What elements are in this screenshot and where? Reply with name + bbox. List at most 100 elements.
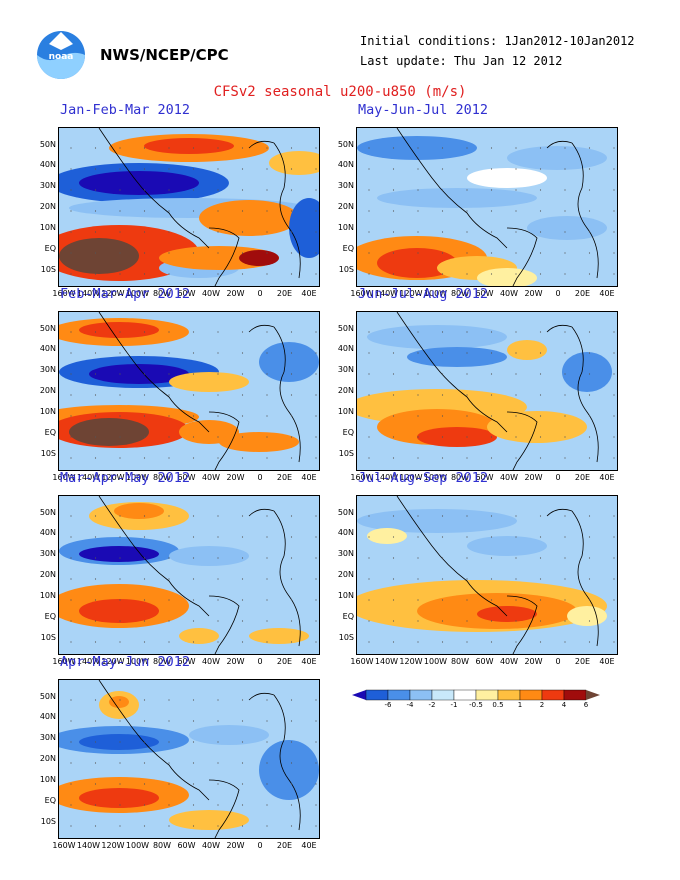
map-panel — [356, 311, 618, 471]
coastline-south-america — [208, 779, 240, 838]
contour-region — [527, 216, 607, 240]
map-panel — [58, 495, 320, 655]
panel-title: Jul-Aug-Sep 2012 — [358, 470, 489, 486]
lon-label: 0 — [257, 473, 263, 482]
lon-label: 20W — [226, 657, 245, 666]
coastline-europe — [248, 324, 275, 333]
legend-swatch — [497, 689, 521, 701]
lat-label: 40N — [337, 528, 354, 537]
contour-region — [79, 734, 159, 750]
contour-region — [467, 536, 547, 556]
lon-label: 120W — [399, 473, 423, 482]
map-panel — [58, 679, 320, 839]
lat-label: 10S — [338, 449, 354, 458]
legend-swatch — [409, 689, 433, 701]
lon-label: 0 — [555, 657, 561, 666]
coastline-europe — [248, 140, 275, 149]
map-panel — [58, 311, 320, 471]
lat-label: 10S — [40, 449, 56, 458]
contour-region — [259, 740, 319, 800]
coastline-africa — [571, 142, 599, 279]
lon-label: 0 — [257, 657, 263, 666]
contour-region — [357, 509, 517, 533]
lon-label: 20E — [276, 289, 293, 298]
color-legend: -6 -4 -2 -1 -0.5 0.5 1 2 4 6 — [352, 688, 632, 712]
lon-label: 100W — [125, 657, 150, 666]
legend-tick-label: -4 — [406, 701, 414, 709]
legend-swatch — [541, 689, 565, 701]
coastline-europe — [248, 508, 275, 517]
lat-label: 40N — [39, 160, 56, 169]
lat-label: 10N — [39, 591, 56, 600]
lon-label: 20E — [276, 473, 293, 482]
legend-tick-label: 2 — [539, 701, 545, 709]
legend-tick-label: -1 — [450, 701, 458, 709]
lat-label: 20N — [39, 202, 56, 211]
lat-label: 40N — [39, 344, 56, 353]
lon-label: 40W — [201, 657, 221, 666]
contour-region — [79, 171, 199, 195]
lat-label: 10S — [40, 265, 56, 274]
lon-label: 80W — [152, 289, 172, 298]
lon-label: 100W — [125, 289, 150, 298]
lon-label: 80W — [450, 289, 470, 298]
lon-label: 120W — [399, 289, 423, 298]
coastline-europe — [546, 324, 573, 333]
coastline-africa — [273, 510, 301, 647]
panel-title: May-Jun-Jul 2012 — [358, 102, 489, 118]
lon-label: 160W — [350, 289, 374, 298]
contour-region — [79, 599, 159, 623]
lon-label: 20W — [524, 473, 543, 482]
lon-label: 120W — [399, 657, 423, 666]
contour-region — [357, 136, 477, 160]
lon-label: 60W — [177, 841, 196, 850]
lon-label: 140W — [374, 289, 399, 298]
contour-region — [69, 418, 149, 446]
lon-label: 40E — [599, 473, 615, 482]
contour-region — [477, 268, 537, 286]
legend-arrow-left — [352, 690, 366, 700]
lon-label: 20E — [574, 657, 591, 666]
lon-label: 40W — [499, 289, 519, 298]
legend-swatch — [431, 689, 455, 701]
contour-region — [407, 347, 507, 367]
lat-label: 10N — [39, 407, 56, 416]
lon-label: 40E — [301, 841, 317, 850]
lon-label: 0 — [257, 841, 263, 850]
lat-label: EQ — [342, 428, 354, 437]
lon-label: 140W — [76, 657, 101, 666]
noaa-logo: noaa — [37, 31, 85, 79]
lon-label: 40E — [301, 289, 317, 298]
map-field — [59, 312, 319, 470]
contour-region — [289, 198, 319, 258]
lon-label: 80W — [152, 657, 172, 666]
lon-label: 40E — [599, 657, 615, 666]
lat-label: 40N — [39, 712, 56, 721]
legend-tick-label: -0.5 — [469, 701, 483, 709]
map-panel — [356, 127, 618, 287]
contour-region — [79, 546, 159, 562]
lat-label: 50N — [337, 508, 354, 517]
lat-label: 50N — [337, 324, 354, 333]
lon-label: 160W — [350, 657, 374, 666]
lat-label: 20N — [337, 202, 354, 211]
lon-label: 140W — [374, 473, 399, 482]
contour-region — [114, 503, 164, 519]
lon-label: 120W — [101, 289, 125, 298]
legend-swatch — [365, 689, 389, 701]
lon-label: 80W — [450, 473, 470, 482]
contour-region — [487, 411, 587, 443]
lon-label: 100W — [423, 657, 448, 666]
main-title: CFSv2 seasonal u200-u850 (m/s) — [213, 84, 467, 100]
lon-label: 140W — [76, 289, 101, 298]
contour-region — [59, 238, 139, 274]
lon-label: 20W — [226, 289, 245, 298]
lat-label: EQ — [44, 796, 56, 805]
coastline-south-america — [506, 411, 538, 470]
map-field — [357, 128, 617, 286]
contour-region — [219, 432, 299, 452]
lat-label: 30N — [39, 733, 56, 742]
legend-tick-label: 6 — [583, 701, 589, 709]
lat-label: 10N — [337, 591, 354, 600]
coastline-americas — [396, 312, 508, 433]
